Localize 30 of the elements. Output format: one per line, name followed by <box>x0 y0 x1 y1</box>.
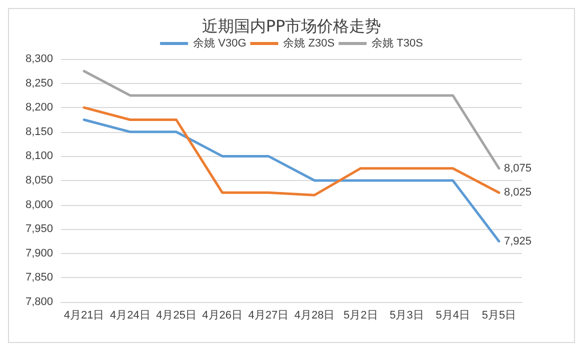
y-tick-label: 8,100 <box>25 150 53 162</box>
data-label: 8,075 <box>504 162 532 174</box>
x-tick-label: 5月3日 <box>390 310 424 322</box>
y-tick-label: 7,950 <box>25 223 53 236</box>
x-tick-label: 4月25日 <box>156 310 196 322</box>
y-tick-label: 8,300 <box>25 53 53 65</box>
y-tick-label: 8,150 <box>25 126 53 138</box>
x-tick-label: 5月2日 <box>344 310 378 322</box>
x-tick-label: 5月4日 <box>436 310 470 322</box>
y-tick-label: 8,200 <box>25 102 53 114</box>
legend-label: 余姚 Z30S <box>283 38 335 50</box>
data-label: 7,925 <box>504 235 532 248</box>
data-label: 8,025 <box>504 186 532 199</box>
legend-label: 余姚 V30G <box>193 38 246 50</box>
legend-label: 余姚 T30S <box>372 38 423 50</box>
x-tick-label: 4月28日 <box>294 310 335 322</box>
line-series <box>82 118 500 242</box>
y-tick-label: 8,050 <box>25 174 53 186</box>
x-tick-label: 5月5日 <box>482 310 516 322</box>
x-tick-label: 4月26日 <box>202 310 243 322</box>
chart-title: 近期国内PP市场价格走势 <box>202 16 382 36</box>
x-tick-label: 4月21日 <box>64 310 104 322</box>
x-tick-label: 4月27日 <box>248 310 289 322</box>
y-tick-label: 8,250 <box>25 77 53 90</box>
y-tick-label: 8,000 <box>25 198 53 211</box>
x-tick-label: 4月24日 <box>110 310 150 322</box>
y-tick-label: 7,800 <box>25 296 53 308</box>
y-tick-label: 7,850 <box>25 272 53 284</box>
y-tick-label: 7,900 <box>25 247 53 260</box>
line-series <box>82 106 500 196</box>
